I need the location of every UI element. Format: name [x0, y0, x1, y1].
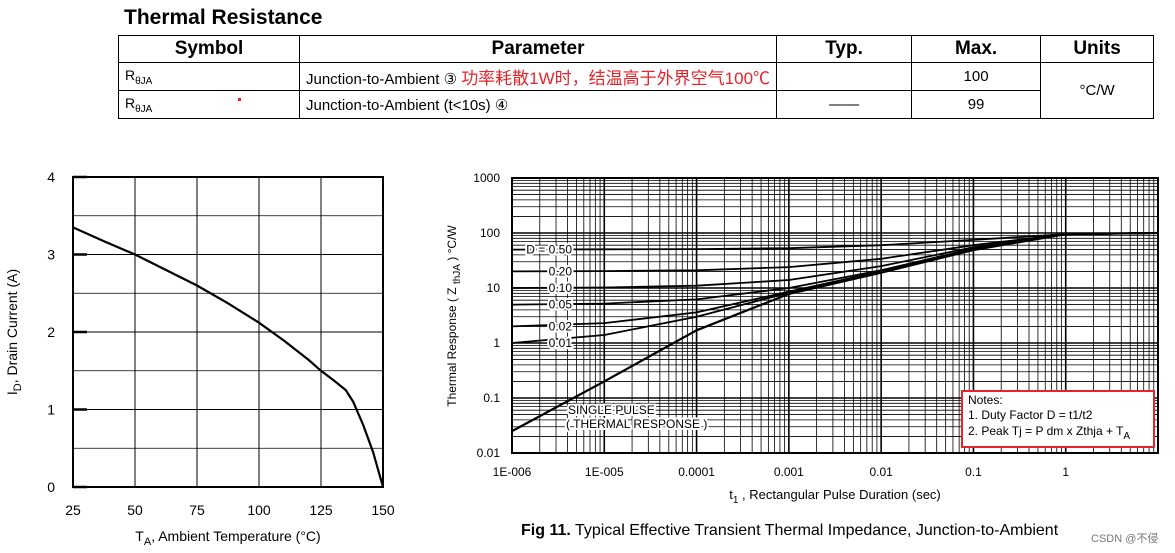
- chart2-xlabel: t1 , Rectangular Pulse Duration (sec): [729, 487, 941, 506]
- parameter-cell: Junction-to-Ambient (t<10s) ④: [298, 90, 778, 119]
- drain-current-chart: 25 50 75 100 125 150 0 1 2 3 4 TA, Ambient Tempera…: [4, 169, 395, 548]
- chart1-ytick-label: 4: [47, 169, 55, 185]
- chart2-xtick-label: 0.001: [774, 465, 804, 479]
- chart1-xtick-label: 100: [247, 502, 271, 518]
- max-cell: 99: [911, 90, 1042, 119]
- header-typ: Typ.: [776, 35, 913, 63]
- typ-cell: ——: [776, 90, 913, 119]
- chart2-xtick-label: 1: [1062, 465, 1069, 479]
- chart2-series-label: 0.10: [549, 281, 573, 295]
- chart1-ytick-label: 2: [47, 324, 55, 340]
- chart2-xtick-label: 1E-006: [493, 465, 532, 479]
- notes-box: Notes: 1. Duty Factor D = t1/t2 2. Peak …: [961, 390, 1155, 448]
- chart1-xtick-label: 75: [189, 502, 205, 518]
- thermal-resistance-table: Symbol Parameter Typ. Max. Units RθJA Ju…: [118, 35, 1155, 119]
- header-symbol: Symbol: [118, 35, 300, 63]
- units-cell: °C/W: [1040, 62, 1155, 119]
- chart1-xtick-label: 150: [371, 502, 395, 518]
- chart2-series-label: D = 0.50: [526, 243, 572, 257]
- chart2-xtick-label: 1E-005: [585, 465, 624, 479]
- chart2-xtick-label: 0.01: [869, 465, 893, 479]
- chart2-xtick-label: 0.1: [965, 465, 982, 479]
- chart1-xtick-label: 125: [309, 502, 333, 518]
- chart2-series-label: 0.20: [549, 264, 573, 278]
- chart2-ytick-label: 10: [487, 281, 501, 295]
- watermark: CSDN @不侵: [1091, 533, 1159, 545]
- chart2-ytick-label: 100: [480, 226, 500, 240]
- chart2-series-label: 0.02: [549, 319, 573, 333]
- chart1-series-line: [72, 226, 385, 488]
- chart1-xtick-label: 50: [127, 502, 143, 518]
- notes-line1: 1. Duty Factor D = t1/t2: [968, 408, 1093, 422]
- chart2-ytick-label: 1: [493, 336, 500, 350]
- chart2-ylabel: Thermal Response ( Z thJA ) °C/W: [445, 225, 463, 407]
- chart1-ytick-label: 3: [47, 247, 55, 263]
- table-row: RθJA Junction-to-Ambient (t<10s) ④ —— 99: [118, 90, 1154, 119]
- figure-caption: Fig 11. Typical Effective Transient Ther…: [521, 522, 1059, 539]
- chart2-ytick-label: 1000: [473, 171, 500, 185]
- notes-title: Notes:: [968, 393, 1003, 407]
- header-parameter: Parameter: [298, 35, 778, 63]
- chart1-ylabel: ID, Drain Current (A): [4, 269, 24, 395]
- notes-line2: 2. Peak Tj = P dm x Zthja + TA: [968, 424, 1130, 442]
- red-dot: [238, 98, 241, 101]
- section-title: Thermal Resistance: [124, 6, 323, 29]
- chart2-series-line: [511, 231, 1159, 433]
- table-row: RθJA Junction-to-Ambient ③ 功率耗散1W时，结温高于外…: [118, 62, 1155, 119]
- parameter-cell: Junction-to-Ambient ③ 功率耗散1W时，结温高于外界空气10…: [298, 62, 778, 91]
- chart2-xtick-label: 0.0001: [678, 465, 715, 479]
- chart1-xlabel: TA, Ambient Temperature (°C): [135, 528, 320, 548]
- red-annotation: 功率耗散1W时，结温高于外界空气100℃: [461, 69, 771, 88]
- chart2-ytick-label: 0.01: [477, 446, 501, 460]
- header-max: Max.: [911, 35, 1042, 63]
- chart2-series-label: 0.05: [549, 298, 573, 312]
- thermal-impedance-chart: D = 0.50 0.20 0.10 0.05 0.02 0.01 1E-006 1E-00…: [445, 171, 1159, 506]
- chart1-ytick-label: 1: [47, 402, 55, 418]
- chart2-ytick-label: 0.1: [483, 391, 500, 405]
- single-pulse-label: SINGLE PULSE: [568, 403, 655, 417]
- table-header-row: Symbol Parameter Typ. Max. Units: [118, 35, 1155, 63]
- thermal-response-label: ( THERMAL RESPONSE ): [566, 417, 707, 431]
- chart2-frame: [511, 177, 1159, 454]
- symbol-cell: RθJA: [118, 90, 300, 119]
- chart1-ytick-label: 0: [47, 479, 55, 495]
- chart2-series-label: 0.01: [549, 336, 573, 350]
- chart1-xtick-label: 25: [65, 502, 81, 518]
